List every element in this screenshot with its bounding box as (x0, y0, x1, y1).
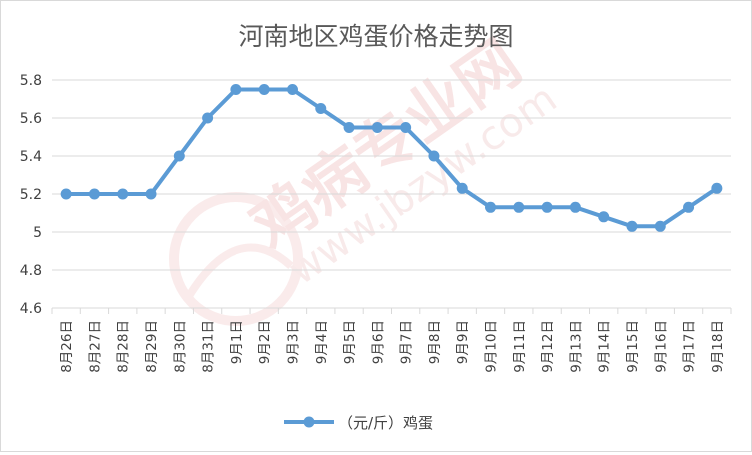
x-tick-label: 9月7日 (399, 320, 415, 364)
data-point (626, 220, 638, 232)
data-point (428, 150, 440, 162)
data-point (371, 122, 383, 133)
x-tick-label: 8月27日 (87, 320, 103, 373)
y-tick-label: 5.4 (20, 149, 42, 165)
data-point (400, 122, 412, 133)
y-tick-label: 4.6 (20, 301, 42, 317)
data-point (258, 84, 270, 95)
x-tick-label: 9月12日 (540, 320, 556, 373)
x-tick-label: 9月3日 (285, 320, 301, 364)
x-tick-label: 9月18日 (710, 320, 726, 373)
x-tick-label: 9月11日 (512, 320, 528, 373)
x-tick-label: 9月13日 (568, 320, 584, 373)
x-tick-label: 9月16日 (653, 320, 669, 373)
x-tick-label: 8月26日 (59, 320, 75, 373)
x-tick-label: 9月14日 (597, 320, 613, 373)
x-tick-label: 9月10日 (484, 320, 500, 373)
data-point (117, 188, 129, 200)
data-point (541, 201, 553, 213)
x-tick-label: 9月5日 (342, 320, 358, 364)
data-point (711, 182, 723, 194)
data-point (598, 211, 610, 223)
legend-marker-icon (303, 416, 315, 428)
series-layer (60, 84, 723, 232)
legend: （元/斤）鸡蛋 (284, 414, 433, 432)
data-point (456, 182, 468, 194)
y-tick-label: 5 (33, 225, 42, 241)
gridlines (52, 79, 731, 309)
x-tick-label: 9月4日 (314, 320, 330, 364)
watermark-logo: 鸡病专业网 www.jbzyw.com (169, 26, 565, 326)
x-tick-label: 8月28日 (116, 320, 132, 373)
data-point (173, 150, 185, 162)
y-tick-label: 5.2 (20, 187, 42, 203)
x-tick-label: 9月1日 (229, 320, 245, 364)
data-point (230, 84, 242, 95)
data-point (88, 188, 100, 200)
x-axis: 8月26日 8月27日 8月28日 8月29日 8月30日 8月31日 9月1日 9月2日 9月… (51, 307, 732, 373)
y-tick-label: 4.8 (20, 263, 42, 279)
data-point (485, 201, 497, 213)
data-point (315, 103, 327, 114)
y-tick-label: 5.6 (20, 111, 42, 127)
data-point (286, 84, 298, 95)
x-tick-label: 8月29日 (144, 320, 160, 373)
chart-title: 河南地区鸡蛋价格走势图 (238, 22, 513, 51)
x-tick-label: 9月9日 (455, 320, 471, 364)
data-point (569, 201, 581, 213)
x-tick-label: 9月8日 (427, 320, 443, 364)
data-point (513, 201, 525, 213)
data-point (145, 188, 157, 200)
data-point (60, 188, 72, 200)
x-tick-label: 9月15日 (625, 320, 641, 373)
x-tick-label: 8月31日 (201, 320, 217, 373)
y-axis-ticks: 4.6 4.8 5 5.2 5.4 5.6 5.8 (20, 73, 42, 317)
x-tick-label: 8月30日 (172, 320, 188, 373)
data-point (683, 201, 695, 213)
data-point (202, 112, 214, 124)
y-tick-label: 5.8 (20, 73, 42, 89)
data-point (343, 122, 355, 133)
data-point (654, 220, 666, 232)
legend-label: （元/斤）鸡蛋 (338, 414, 433, 432)
x-tick-label: 9月17日 (682, 320, 698, 373)
x-tick-label: 9月6日 (370, 320, 386, 364)
x-tick-label: 9月2日 (257, 320, 273, 364)
